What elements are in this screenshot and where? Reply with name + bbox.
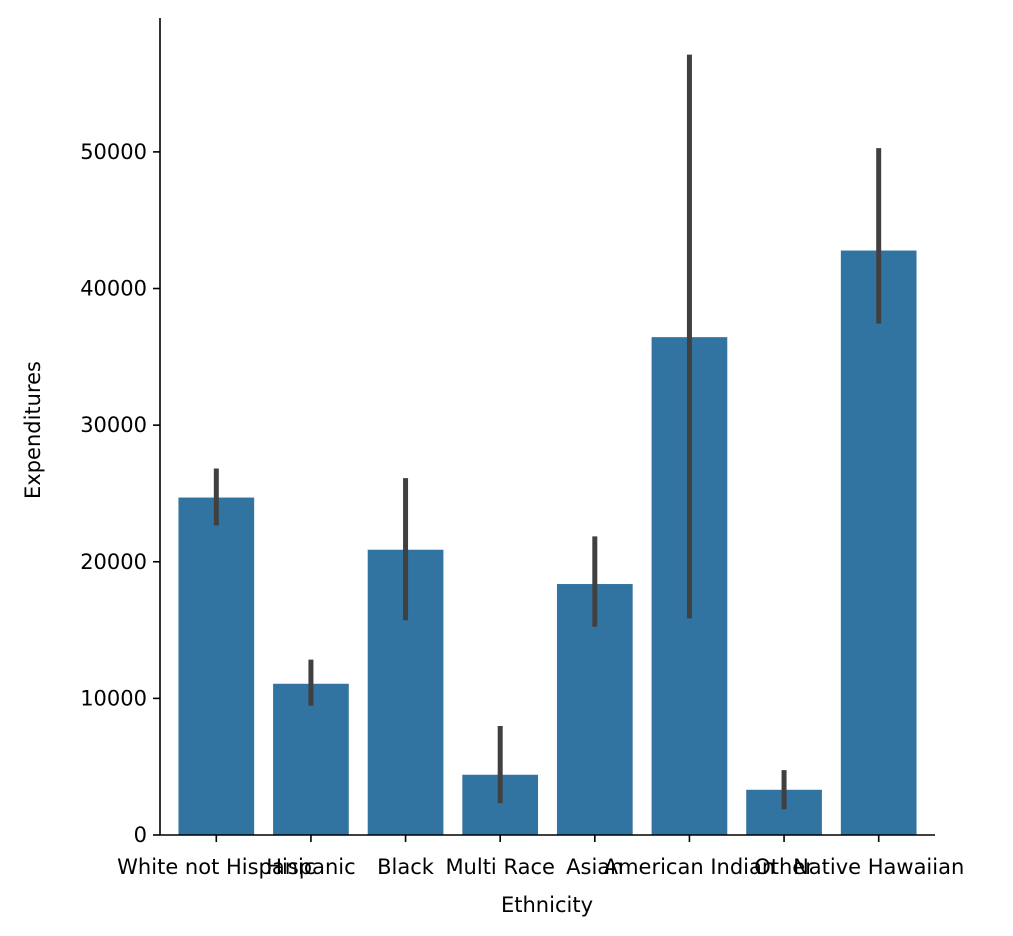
y-tick-label-0: 0 [134, 823, 147, 847]
x-axis-label: Ethnicity [501, 893, 593, 917]
x-tick-label-6: Other [754, 855, 814, 879]
x-tick-label-5: American Indian [604, 855, 775, 879]
y-tick-label-5: 50000 [80, 140, 147, 164]
y-tick-label-1: 10000 [80, 686, 147, 710]
bar-0 [178, 497, 255, 835]
bar-7 [840, 250, 917, 835]
bar-1 [273, 683, 349, 835]
y-ticks-group: 0 10000 20000 30000 40000 50000 [80, 140, 160, 847]
x-tick-label-0: White not Hispanic [117, 855, 315, 879]
error-bars-group [213, 54, 882, 810]
y-tick-label-4: 40000 [80, 277, 147, 301]
x-tick-label-2: Black [377, 855, 435, 879]
x-tick-label-1: Hispanic [266, 855, 355, 879]
y-axis-label: Expenditures [21, 361, 45, 499]
x-tick-label-4: Asian [566, 855, 623, 879]
y-tick-label-2: 20000 [80, 550, 147, 574]
bars-group [178, 250, 917, 835]
x-tick-label-7: Native Hawaiian [793, 855, 964, 879]
x-tick-label-3: Multi Race [445, 855, 554, 879]
y-tick-label-3: 30000 [80, 413, 147, 437]
